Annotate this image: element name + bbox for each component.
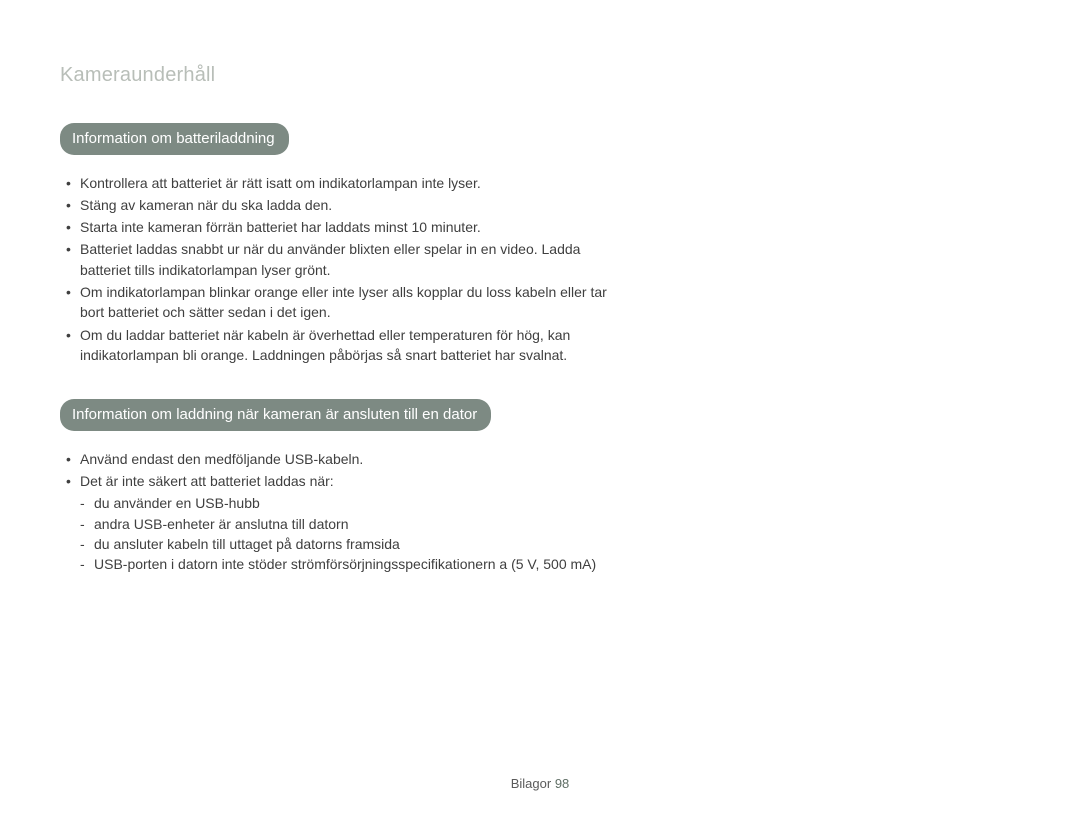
page-root: Kameraunderhåll Information om batterila…: [0, 0, 1080, 815]
list-item: Starta inte kameran förrän batteriet har…: [60, 217, 620, 237]
list-item: Kontrollera att batteriet är rätt isatt …: [60, 173, 620, 193]
list-item: Om indikatorlampan blinkar orange eller …: [60, 282, 620, 323]
sub-list-item: andra USB-enheter är anslutna till dator…: [80, 514, 620, 534]
section-heading-pill: Information om batteriladdning: [60, 123, 289, 155]
list-item: Det är inte säkert att batteriet laddas …: [60, 471, 620, 574]
section-battery-charging: Information om batteriladdning Kontrolle…: [60, 123, 620, 365]
sub-list-item: USB-porten i datorn inte stöder strömför…: [80, 554, 620, 574]
section-heading-pill: Information om laddning när kameran är a…: [60, 399, 491, 431]
bullet-list: Kontrollera att batteriet är rätt isatt …: [60, 173, 620, 366]
sub-list-item: du ansluter kabeln till uttaget på dator…: [80, 534, 620, 554]
page-footer: Bilagor 98: [0, 776, 1080, 791]
sub-list-item: du använder en USB-hubb: [80, 493, 620, 513]
list-item: Använd endast den medföljande USB-kabeln…: [60, 449, 620, 469]
list-item-text: Det är inte säkert att batteriet laddas …: [80, 473, 334, 489]
list-item: Stäng av kameran när du ska ladda den.: [60, 195, 620, 215]
sub-list: du använder en USB-hubb andra USB-enhete…: [80, 493, 620, 574]
footer-page-number: 98: [555, 776, 569, 791]
page-title: Kameraunderhåll: [60, 64, 1020, 87]
list-item: Om du laddar batteriet när kabeln är öve…: [60, 325, 620, 366]
footer-label: Bilagor: [511, 776, 551, 791]
list-item: Batteriet laddas snabbt ur när du använd…: [60, 239, 620, 280]
bullet-list: Använd endast den medföljande USB-kabeln…: [60, 449, 620, 575]
section-charging-via-computer: Information om laddning när kameran är a…: [60, 399, 620, 574]
